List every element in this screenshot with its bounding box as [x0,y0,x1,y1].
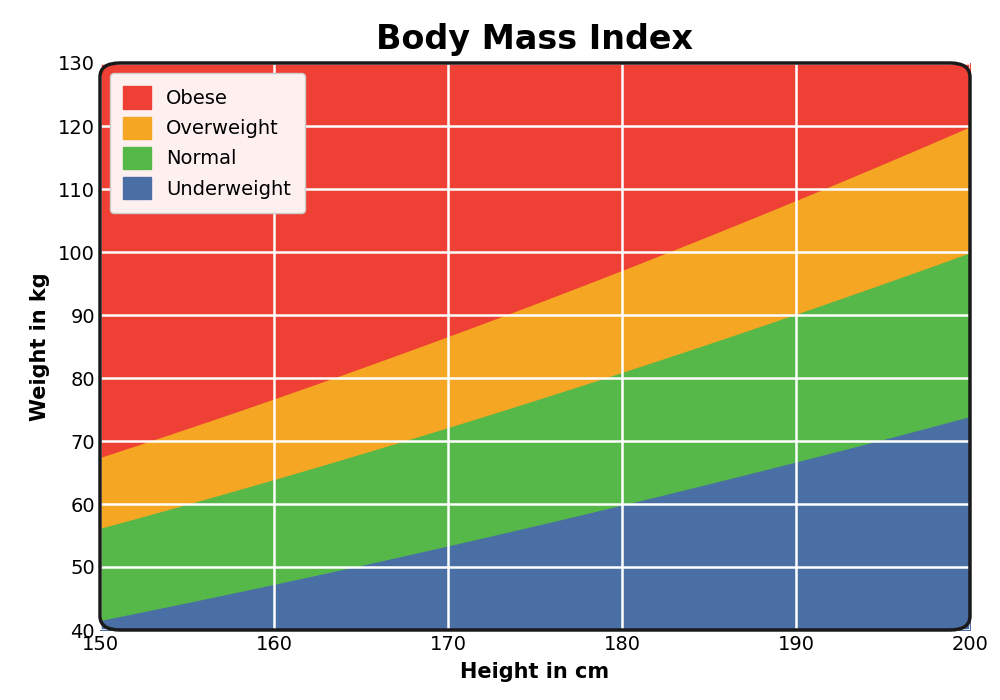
Title: Body Mass Index: Body Mass Index [376,23,694,56]
X-axis label: Height in cm: Height in cm [460,662,610,682]
Y-axis label: Weight in kg: Weight in kg [30,272,50,421]
Legend: Obese, Overweight, Normal, Underweight: Obese, Overweight, Normal, Underweight [110,73,305,213]
